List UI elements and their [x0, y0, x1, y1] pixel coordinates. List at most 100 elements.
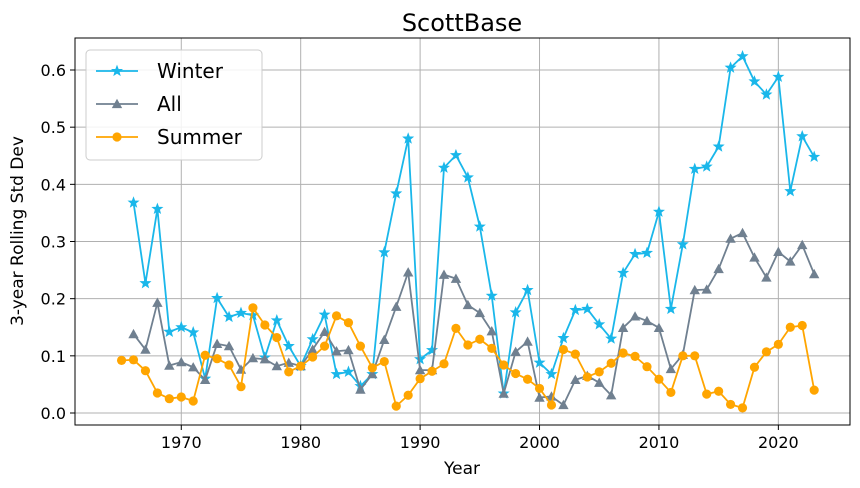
series-all: [128, 227, 820, 410]
legend-item-all: All: [96, 92, 182, 116]
data-point-all: [617, 322, 629, 332]
data-point-summer: [403, 390, 413, 400]
y-tick-label: 0.6: [41, 61, 66, 80]
data-point-summer: [618, 348, 628, 358]
data-point-winter: [211, 291, 224, 304]
data-point-winter: [449, 148, 462, 161]
data-point-all: [641, 315, 653, 326]
data-point-winter: [545, 367, 558, 380]
data-point-all: [223, 340, 235, 351]
data-point-winter: [748, 75, 761, 87]
data-point-winter: [640, 246, 654, 259]
data-point-winter: [426, 343, 439, 356]
x-axis-label: Year: [443, 459, 480, 479]
data-point-all: [594, 377, 605, 387]
data-point-winter: [712, 140, 725, 152]
legend-box: [85, 49, 263, 161]
data-point-summer: [654, 374, 664, 384]
data-point-summer: [331, 311, 342, 321]
data-point-all: [486, 326, 497, 336]
data-point-summer: [224, 360, 234, 370]
data-point-winter: [509, 306, 522, 318]
data-point-all: [773, 246, 784, 256]
plot-area-frame: [74, 37, 851, 426]
legend-label-all: All: [157, 92, 182, 116]
series-summer: [116, 303, 819, 413]
data-point-summer: [499, 360, 509, 370]
data-point-winter: [533, 356, 546, 368]
data-point-summer: [773, 339, 783, 349]
data-point-summer: [511, 368, 521, 379]
y-tick-label: 0.4: [41, 175, 66, 194]
data-point-summer: [367, 363, 377, 373]
data-point-all: [629, 311, 641, 321]
data-point-summer: [451, 323, 461, 333]
data-point-all: [271, 360, 283, 371]
data-point-all: [188, 362, 199, 372]
data-point-all: [546, 391, 557, 401]
data-point-all: [653, 322, 665, 332]
data-point-winter: [784, 184, 797, 197]
data-point-all: [689, 284, 700, 295]
data-point-all: [570, 374, 581, 385]
data-point-winter: [378, 246, 391, 258]
data-point-summer: [546, 400, 557, 410]
data-point-summer: [797, 320, 807, 331]
data-point-summer: [427, 366, 437, 376]
y-tick-label: 0.1: [41, 347, 66, 366]
data-point-summer: [319, 341, 330, 351]
legend: Winter All Summer: [85, 49, 263, 161]
data-point-summer: [678, 351, 688, 361]
legend-label-summer: Summer: [157, 125, 243, 149]
data-point-winter: [318, 308, 331, 320]
data-point-summer: [248, 303, 258, 313]
data-point-all: [749, 252, 760, 262]
data-point-all: [474, 307, 486, 318]
data-point-winter: [234, 306, 248, 319]
data-point-winter: [306, 332, 319, 345]
x-tick-label: 1990: [400, 433, 441, 452]
legend-marker: [110, 64, 124, 77]
data-point-winter: [282, 339, 295, 352]
data-point-all: [307, 344, 318, 354]
data-point-summer: [737, 403, 748, 413]
data-point-winter: [676, 238, 689, 250]
data-point-winter: [593, 318, 606, 330]
data-point-summer: [642, 362, 652, 372]
data-point-winter: [151, 202, 164, 215]
data-point-all: [128, 328, 139, 339]
data-point-summer: [188, 396, 198, 406]
axis-ticks: 1970 1980 1990 2000 2010 2020 0.0 0.1 0.2 0.3 0.4 0…: [41, 61, 799, 452]
data-point-summer: [606, 358, 616, 368]
y-tick-label: 0.5: [41, 118, 66, 137]
data-point-all: [247, 352, 259, 363]
data-point-summer: [415, 374, 425, 384]
x-tick-label: 2000: [519, 433, 560, 452]
data-point-winter: [521, 283, 534, 296]
data-point-all: [534, 392, 545, 402]
data-point-summer: [702, 389, 712, 399]
data-point-summer: [463, 340, 473, 350]
data-point-all: [259, 354, 271, 364]
data-point-all: [510, 346, 521, 356]
data-point-summer: [570, 349, 580, 359]
series-line-winter: [132, 55, 815, 395]
data-point-all: [558, 399, 569, 410]
data-point-all: [164, 360, 175, 370]
y-tick-label: 0.0: [41, 404, 66, 423]
data-point-all: [797, 239, 808, 250]
data-point-summer: [236, 382, 246, 392]
data-point-summer: [379, 356, 389, 367]
data-point-summer: [487, 343, 497, 354]
data-point-winter: [724, 61, 737, 73]
data-point-winter: [473, 220, 486, 232]
data-point-winter: [330, 367, 343, 380]
y-axis-label: 3-year Rolling Std Dev: [8, 136, 28, 326]
x-tick-label: 1970: [161, 433, 202, 452]
data-point-summer: [212, 354, 222, 364]
x-tick-label: 2020: [758, 433, 799, 452]
data-point-summer: [666, 387, 676, 398]
data-point-winter: [485, 289, 498, 301]
data-point-summer: [522, 374, 533, 384]
